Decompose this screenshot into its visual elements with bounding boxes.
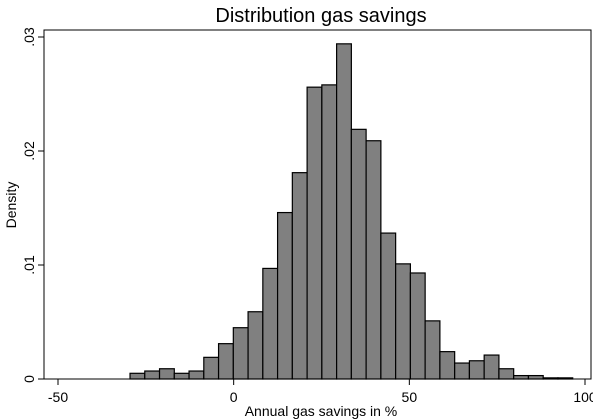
histogram-bar-18 (395, 263, 411, 380)
histogram-bar-3 (173, 372, 190, 380)
y-tick-label-2: .02 (21, 141, 37, 161)
histogram-bar-23 (468, 360, 485, 380)
histogram-bar-16 (365, 140, 382, 380)
x-tick-label-0: -50 (48, 389, 68, 405)
histogram-bar-8 (247, 311, 264, 380)
histogram-bar-12 (306, 86, 323, 380)
histogram-bar-20 (424, 320, 441, 380)
histogram-bars (129, 43, 574, 380)
histogram-bar-1 (144, 370, 161, 380)
histogram-bar-6 (217, 343, 234, 380)
histogram-bar-0 (129, 372, 146, 380)
histogram-bar-26 (513, 374, 530, 380)
y-tick-label-1: .01 (21, 255, 37, 275)
y-axis-label: Density (3, 182, 19, 229)
x-axis-ticks: -50 0 50 100 (48, 379, 593, 405)
histogram-bar-15 (350, 128, 367, 380)
x-tick-label-1: 0 (230, 389, 238, 405)
histogram-bar-14 (336, 43, 352, 380)
histogram-bar-11 (291, 172, 308, 380)
histogram-bar-5 (203, 356, 220, 380)
histogram-bar-25 (498, 368, 515, 380)
x-tick-label-2: 50 (402, 389, 418, 405)
x-tick-label-3: 100 (573, 389, 593, 405)
histogram-bar-27 (527, 374, 544, 380)
histogram-bar-10 (276, 211, 293, 380)
histogram-bar-22 (454, 362, 471, 380)
plot-frame (43, 29, 592, 380)
histogram-bar-19 (409, 272, 426, 380)
histogram-bar-2 (158, 368, 175, 380)
histogram-bar-4 (188, 370, 205, 380)
histogram-bar-21 (439, 351, 456, 380)
chart-title: Distribution gas savings (215, 5, 426, 27)
histogram-bar-13 (321, 84, 338, 380)
y-tick-label-3: .03 (21, 27, 37, 47)
histogram-bar-24 (483, 354, 500, 380)
histogram-bar-17 (380, 232, 397, 380)
y-tick-label-0: 0 (21, 375, 37, 383)
histogram-bar-7 (232, 327, 249, 380)
x-axis-label: Annual gas savings in % (245, 403, 398, 419)
y-axis-ticks: 0 .01 .02 .03 (21, 27, 44, 383)
histogram-bar-9 (262, 267, 279, 380)
